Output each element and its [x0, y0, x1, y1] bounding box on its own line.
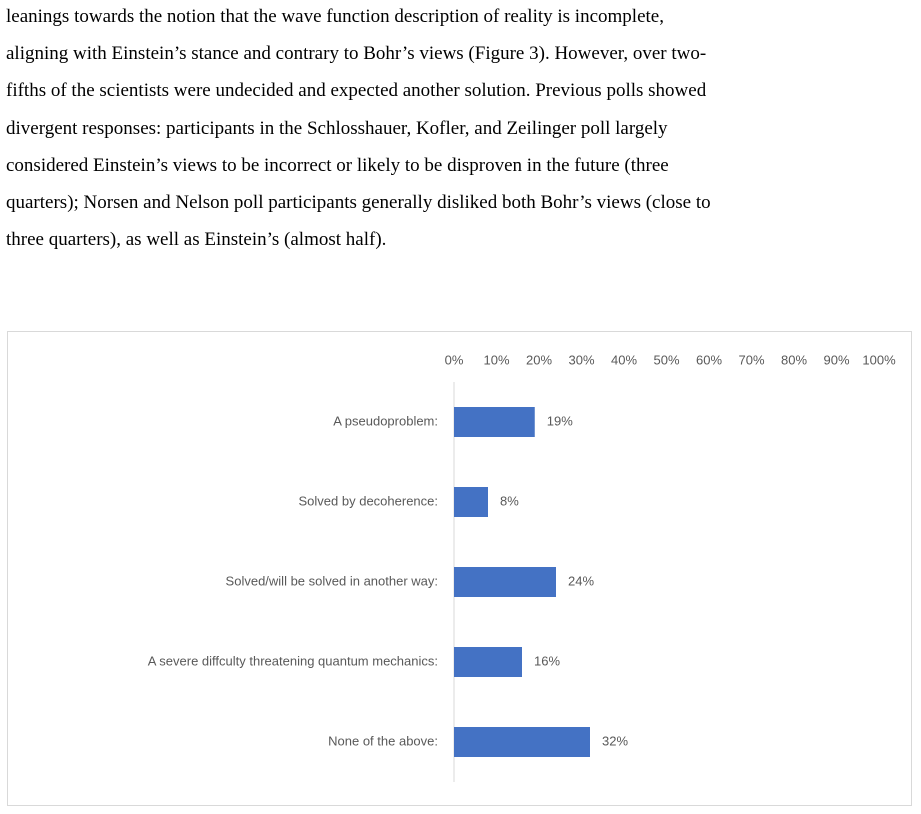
- paragraph-line: three quarters), as well as Einstein’s (…: [6, 229, 387, 251]
- paragraph-line: quarters); Norsen and Nelson poll partic…: [6, 192, 711, 213]
- x-tick-label: 40%: [611, 352, 637, 367]
- bar: [454, 647, 522, 677]
- bar: [454, 567, 556, 597]
- paragraph-line: divergent responses: participants in the…: [6, 117, 668, 139]
- value-label: 8%: [500, 493, 519, 508]
- x-tick-label: 90%: [823, 352, 849, 367]
- bar: [454, 727, 590, 757]
- value-label: 16%: [534, 653, 560, 668]
- paragraph-line: considered Einstein’s views to be incorr…: [6, 154, 669, 176]
- y-tick-label: Solved by decoherence:: [299, 493, 438, 508]
- value-label: 19%: [547, 413, 573, 428]
- y-tick-label: A pseudoproblem:: [333, 413, 438, 428]
- value-label: 32%: [602, 733, 628, 748]
- x-tick-label: 0%: [445, 352, 464, 367]
- x-tick-label: 100%: [862, 352, 896, 367]
- x-tick-label: 80%: [781, 352, 807, 367]
- paragraph-line: aligning with Einstein’s stance and cont…: [6, 43, 707, 65]
- x-tick-label: 30%: [568, 352, 594, 367]
- y-tick-label: Solved/will be solved in another way:: [226, 573, 438, 588]
- x-tick-label: 70%: [738, 352, 764, 367]
- value-label: 24%: [568, 573, 594, 588]
- bar: [454, 487, 488, 517]
- x-tick-label: 10%: [483, 352, 509, 367]
- y-tick-label: None of the above:: [328, 733, 438, 748]
- x-tick-label: 20%: [526, 352, 552, 367]
- y-tick-label: A severe diffculty threatening quantum m…: [148, 653, 438, 668]
- x-tick-label: 50%: [653, 352, 679, 367]
- paragraph-line: leanings towards the notion that the wav…: [6, 6, 664, 27]
- bar: [454, 407, 535, 437]
- x-tick-label: 60%: [696, 352, 722, 367]
- paragraph-line: fifths of the scientists were undecided …: [6, 80, 707, 102]
